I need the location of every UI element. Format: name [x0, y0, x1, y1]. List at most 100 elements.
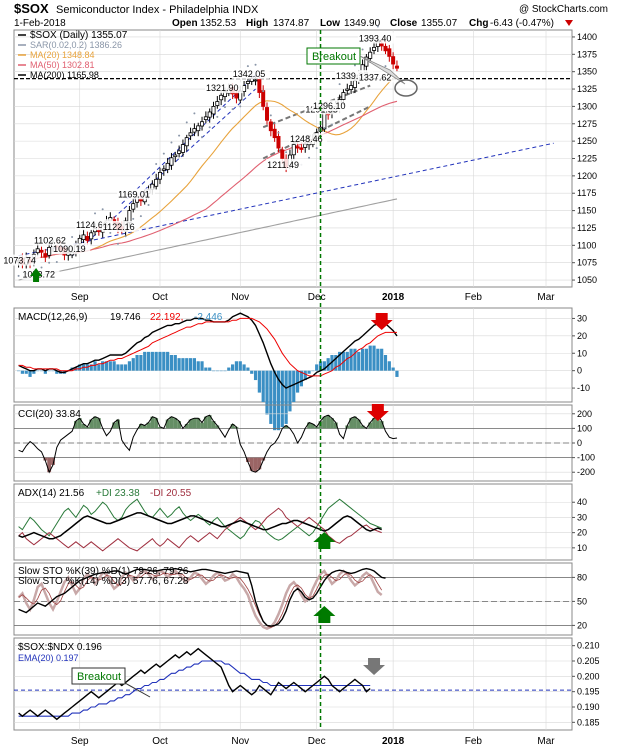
cci-overbought-fill — [150, 416, 155, 429]
macd-histogram-bar — [211, 370, 216, 372]
ratio-x-label: 2018 — [382, 736, 405, 747]
macd-histogram-bar — [43, 370, 47, 374]
adx-panel-frame — [13, 483, 573, 561]
sar-dot — [376, 25, 379, 28]
macd-histogram-bar — [146, 351, 151, 371]
adx-legend-adx: ADX(14) 21.56 — [18, 488, 85, 499]
sar-dot — [208, 126, 211, 129]
macd-histogram-bar — [28, 370, 32, 377]
price-annotation-label: 1337.62 — [359, 72, 392, 82]
candle-body — [180, 144, 185, 153]
cci-overbought-fill — [372, 418, 376, 429]
sar-dot — [17, 274, 20, 277]
channel-bottom-line — [71, 88, 256, 257]
high-value: 1374.87 — [273, 18, 310, 29]
cci-oversold-fill — [249, 457, 254, 471]
price-x-label: Dec — [308, 292, 326, 303]
cci-overbought-fill — [116, 419, 120, 429]
macd-histogram-bar — [150, 351, 154, 371]
candle-body — [154, 178, 159, 187]
cci-overbought-fill — [349, 418, 353, 429]
candle-body — [188, 132, 193, 137]
sar-dot — [201, 135, 204, 138]
candle-body — [379, 43, 384, 47]
macd-signal-line — [18, 317, 397, 377]
macd-histogram-bar — [334, 355, 338, 371]
candle-body — [203, 116, 208, 121]
sto-legend-1: Slow STO %K(39) %D(1) 79.26, 79.26 — [18, 566, 189, 577]
ma50-line — [18, 100, 398, 263]
macd-histogram-bar — [143, 351, 147, 371]
sar-dot — [330, 123, 333, 126]
macd-histogram-bar — [204, 367, 208, 371]
ratio-x-label: Mar — [537, 736, 555, 747]
cci-tick-label: 0 — [577, 438, 582, 448]
candle-body — [81, 234, 86, 240]
sar-dot — [254, 63, 257, 66]
price-tick-label: 1075 — [577, 258, 597, 268]
ratio-tick-label: 0.210 — [577, 641, 600, 651]
macd-histogram-bar — [55, 370, 59, 374]
candle-body — [215, 101, 220, 106]
price-label-bg — [2, 254, 41, 266]
macd-histogram-bar — [364, 348, 368, 371]
cci-oversold-fill — [43, 457, 48, 461]
cci-overbought-fill — [196, 418, 201, 429]
cci-overbought-fill — [173, 418, 178, 429]
down-triangle-icon — [565, 20, 573, 26]
macd-red-down-arrow-icon — [370, 313, 393, 330]
sar-dot — [231, 108, 234, 111]
macd-histogram-bar — [124, 364, 128, 371]
candle-body — [173, 154, 178, 158]
ratio-panel-frame — [13, 637, 573, 731]
ratio-legend-1: $SOX:$NDX 0.196 — [18, 642, 102, 653]
ratio-gray-down-arrow-icon — [363, 658, 386, 675]
ratio-breakout-text: Breakout — [77, 671, 121, 683]
candle-body — [127, 210, 132, 224]
price-x-label: Sep — [71, 292, 89, 303]
macd-histogram-bar — [395, 370, 399, 377]
cci-overbought-fill — [81, 424, 86, 429]
macd-tick-label: 20 — [577, 331, 587, 341]
macd-histogram-bar — [391, 367, 395, 371]
macd-histogram-bar — [280, 370, 284, 428]
macd-histogram-bar — [292, 370, 296, 402]
candle-body — [245, 81, 250, 84]
cci-overbought-fill — [203, 416, 208, 429]
close-label: Close — [390, 18, 418, 29]
sto-legend-2: Slow STO %K(14) %D(3) 57.76, 67.28 — [18, 576, 189, 587]
candle-body — [272, 128, 277, 139]
sar-dot — [94, 212, 97, 215]
price-label-bg — [311, 100, 350, 112]
macd-histogram-bar — [196, 361, 200, 371]
sar-dot — [216, 115, 219, 118]
price-label-bg — [289, 133, 328, 145]
candle-body — [372, 46, 377, 51]
high-label: High — [246, 18, 268, 29]
price-legend-item: SAR(0.02,0.2) 1386.26 — [30, 40, 122, 50]
price-label-bg — [75, 219, 114, 231]
price-label-bg — [334, 70, 373, 82]
price-annotation-label: 1211.49 — [267, 160, 299, 170]
macd-histogram-bar — [139, 355, 143, 371]
adx-tick-label: 20 — [577, 528, 587, 538]
candle-body — [383, 45, 388, 52]
sar-dot — [384, 65, 387, 68]
macd-legend-value-3: -2.446 — [194, 312, 223, 323]
sar-dot — [277, 131, 280, 134]
macd-histogram-bar — [357, 351, 361, 371]
cci-overbought-fill — [112, 422, 117, 429]
sar-dot — [155, 163, 158, 166]
sar-dot — [323, 126, 326, 129]
cci-overbought-fill — [192, 418, 197, 429]
cci-overbought-fill — [93, 416, 97, 429]
cci-tick-label: 100 — [577, 423, 592, 433]
macd-histogram-bar — [372, 345, 376, 371]
price-x-label: Nov — [231, 292, 249, 303]
price-annotation-label: 1342.05 — [233, 69, 266, 79]
sar-dot — [262, 90, 265, 93]
price-tick-label: 1150 — [577, 206, 596, 216]
ticker-title: $SOX — [14, 1, 49, 16]
adx-tick-label: 30 — [577, 512, 587, 522]
candle-body — [96, 230, 101, 232]
